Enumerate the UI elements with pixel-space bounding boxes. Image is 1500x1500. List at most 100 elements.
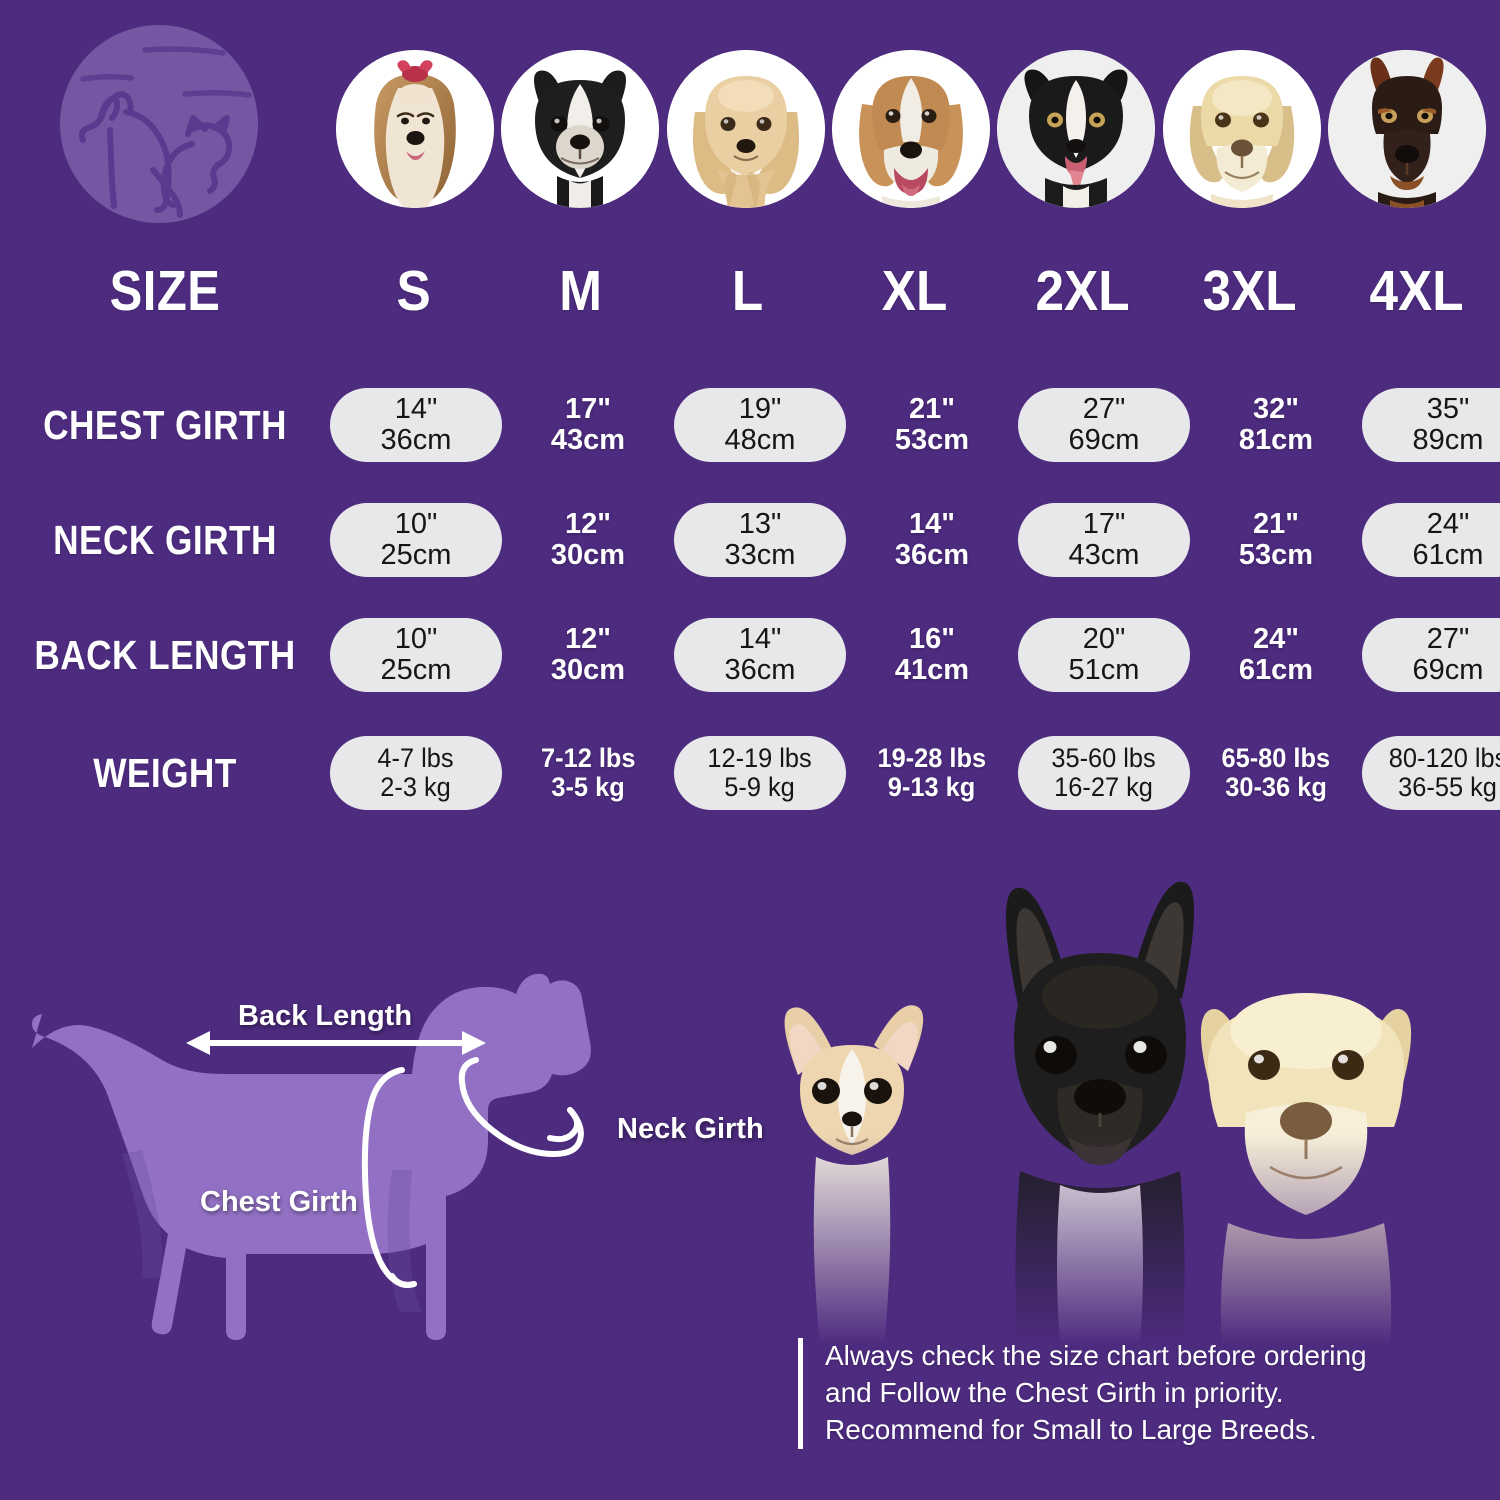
caption-line-2: and Follow the Chest Girth in priority. — [825, 1376, 1284, 1408]
cell-chest-girth-s: 14" 36cm — [330, 388, 502, 462]
value-lbs: 4-7 lbs — [377, 742, 455, 773]
value-inches: 17" — [1082, 507, 1126, 540]
cell-weight-s: 4-7 lbs 2-3 kg — [330, 736, 502, 810]
row-label-back-length: BACK LENGTH — [34, 631, 296, 678]
cell-back-length-l: 14" 36cm — [674, 618, 846, 692]
cell-weight-4xl: 80-120 lbs 36-55 kg — [1362, 736, 1500, 810]
value-inches: 21" — [908, 392, 955, 425]
cell-neck-girth-s: 10" 25cm — [330, 503, 502, 577]
chest-girth-label: Chest Girth — [200, 1186, 358, 1218]
value-inches: 24" — [1426, 507, 1470, 540]
row-label-neck-girth: NECK GIRTH — [53, 516, 277, 563]
value-inches: 17" — [564, 392, 611, 425]
cell-chest-girth-3xl: 32" 81cm — [1190, 388, 1362, 462]
value-inches: 19" — [738, 392, 782, 425]
neck-measure-loop-icon — [458, 1057, 584, 1158]
value-kg: 3-5 kg — [551, 772, 625, 802]
value-lbs: 12-19 lbs — [707, 742, 813, 773]
value-kg: 2-3 kg — [380, 772, 452, 802]
cell-back-length-s: 10" 25cm — [330, 618, 502, 692]
breed-photo-beagle — [831, 50, 990, 208]
value-cm: 36cm — [380, 424, 452, 456]
cell-chest-girth-xl: 21" 53cm — [846, 388, 1018, 462]
value-kg: 5-9 kg — [724, 772, 796, 802]
caption-note: Always check the size chart before order… — [798, 1338, 1488, 1449]
cell-weight-l: 12-19 lbs 5-9 kg — [674, 736, 846, 810]
table-row-neck-girth: NECK GIRTH 10" 25cm 12" 30cm 13" 33cm 14" 36… — [0, 493, 1500, 587]
table-header-row: SIZE S M L XL 2XL 3XL 4XL — [0, 248, 1500, 334]
cell-weight-xl: 19-28 lbs 9-13 kg — [846, 736, 1018, 810]
value-inches: 14" — [394, 392, 438, 425]
value-inches: 13" — [738, 507, 782, 540]
row-label-chest-girth: CHEST GIRTH — [43, 401, 287, 448]
value-inches: 14" — [908, 507, 955, 540]
chest-measure-loop-icon — [361, 1067, 417, 1288]
value-cm: 36cm — [894, 539, 970, 571]
value-cm: 69cm — [1412, 654, 1484, 686]
cell-back-length-m: 12" 30cm — [502, 618, 674, 692]
value-cm: 48cm — [724, 424, 796, 456]
cell-weight-m: 7-12 lbs 3-5 kg — [502, 736, 674, 810]
value-kg: 36-55 kg — [1398, 772, 1498, 802]
value-inches: 35" — [1426, 392, 1470, 425]
value-kg: 30-36 kg — [1225, 772, 1327, 802]
value-cm: 53cm — [894, 424, 970, 456]
cell-neck-girth-m: 12" 30cm — [502, 503, 674, 577]
bottom-breed-photos — [760, 875, 1500, 1345]
cell-chest-girth-l: 19" 48cm — [674, 388, 846, 462]
cell-chest-girth-m: 17" 43cm — [502, 388, 674, 462]
value-inches: 24" — [1252, 622, 1299, 655]
column-header-3xl: 3XL — [1202, 259, 1297, 323]
column-header-l: L — [732, 259, 764, 323]
value-inches: 10" — [394, 507, 438, 540]
table-corner-label: SIZE — [109, 259, 221, 323]
value-inches: 20" — [1082, 622, 1126, 655]
table-row-back-length: BACK LENGTH 10" 25cm 12" 30cm 14" 36cm 16" 4… — [0, 608, 1500, 702]
value-cm: 30cm — [550, 654, 626, 686]
value-cm: 36cm — [724, 654, 796, 686]
column-header-m: M — [559, 259, 603, 323]
value-cm: 69cm — [1068, 424, 1140, 456]
cell-back-length-3xl: 24" 61cm — [1190, 618, 1362, 692]
breed-photo-cocker-spaniel — [666, 50, 825, 208]
cell-weight-3xl: 65-80 lbs 30-36 kg — [1190, 736, 1362, 810]
neck-girth-label: Neck Girth — [617, 1113, 764, 1145]
column-header-2xl: 2XL — [1035, 259, 1130, 323]
column-header-xl: XL — [882, 259, 948, 323]
size-chart-table: SIZE S M L XL 2XL 3XL 4XL CHEST GIRTH 14… — [0, 248, 1500, 828]
value-cm: 30cm — [550, 539, 626, 571]
value-cm: 61cm — [1412, 539, 1484, 571]
cell-back-length-4xl: 27" 69cm — [1362, 618, 1500, 692]
cell-back-length-xl: 16" 41cm — [846, 618, 1018, 692]
breed-photo-strip — [336, 48, 1486, 210]
value-cm: 25cm — [380, 539, 452, 571]
cell-neck-girth-xl: 14" 36cm — [846, 503, 1018, 577]
value-cm: 81cm — [1238, 424, 1314, 456]
measurement-diagram — [10, 880, 770, 1440]
value-inches: 10" — [394, 622, 438, 655]
value-inches: 21" — [1252, 507, 1299, 540]
value-cm: 43cm — [1068, 539, 1140, 571]
value-cm: 53cm — [1238, 539, 1314, 571]
value-cm: 89cm — [1412, 424, 1484, 456]
table-row-weight: WEIGHT 4-7 lbs 2-3 kg 7-12 lbs 3-5 kg 12-1… — [0, 726, 1500, 820]
top-band — [0, 0, 1500, 245]
column-header-s: S — [396, 259, 431, 323]
back-length-label: Back Length — [238, 1000, 413, 1032]
column-header-4xl: 4XL — [1369, 259, 1464, 323]
breed-photo-shih-tzu — [336, 50, 494, 208]
value-lbs: 80-120 lbs — [1388, 742, 1500, 773]
caption-line-3: Recommend for Small to Large Breeds. — [825, 1413, 1317, 1445]
value-cm: 33cm — [724, 539, 796, 571]
value-inches: 12" — [564, 622, 611, 655]
row-label-weight: WEIGHT — [93, 749, 237, 796]
cell-weight-2xl: 35-60 lbs 16-27 kg — [1018, 736, 1190, 810]
value-inches: 32" — [1252, 392, 1299, 425]
cell-neck-girth-l: 13" 33cm — [674, 503, 846, 577]
value-lbs: 65-80 lbs — [1221, 742, 1331, 773]
value-inches: 27" — [1082, 392, 1126, 425]
breed-photo-doberman — [1327, 50, 1486, 208]
caption-line-1: Always check the size chart before order… — [825, 1340, 1367, 1371]
value-cm: 41cm — [894, 654, 970, 686]
cell-back-length-2xl: 20" 51cm — [1018, 618, 1190, 692]
